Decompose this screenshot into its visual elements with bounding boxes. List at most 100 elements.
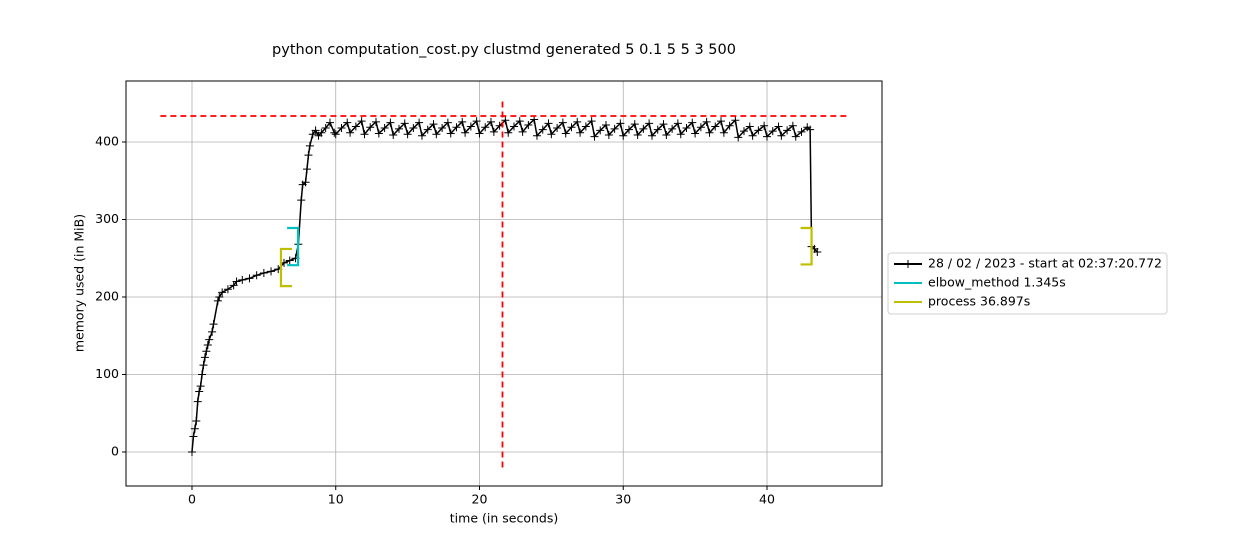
point-marker (400, 119, 409, 128)
point-marker (705, 128, 714, 137)
point-marker (676, 130, 685, 139)
point-marker (791, 132, 800, 141)
point-marker (813, 248, 822, 257)
point-marker (673, 119, 682, 128)
x-tick-label: 10 (328, 492, 344, 507)
point-marker (458, 117, 467, 126)
point-marker (630, 120, 639, 129)
point-marker (371, 117, 380, 126)
point-marker (380, 124, 389, 133)
point-marker (301, 178, 310, 187)
point-marker (653, 125, 662, 134)
point-marker (259, 268, 268, 277)
point-marker (719, 128, 728, 137)
y-tick-label: 400 (95, 133, 119, 148)
point-marker (343, 118, 352, 127)
y-tick-label: 300 (95, 211, 119, 226)
point-marker (331, 130, 340, 139)
point-marker (633, 131, 642, 140)
point-marker (486, 117, 495, 126)
point-marker (596, 126, 605, 135)
point-marker (325, 118, 334, 127)
legend: 28 / 02 / 2023 - start at 02:37:20.772 el… (887, 252, 1168, 315)
point-marker (195, 387, 204, 396)
point-marker (305, 141, 314, 150)
point-marker (357, 117, 366, 126)
point-marker (304, 151, 313, 160)
point-marker (538, 125, 547, 134)
point-marker (662, 131, 671, 140)
point-marker (561, 129, 570, 138)
point-marker (696, 123, 705, 132)
point-marker (518, 127, 527, 136)
point-marker (682, 124, 691, 133)
point-marker (532, 131, 541, 140)
point-marker (317, 128, 326, 137)
point-marker (754, 126, 763, 135)
point-marker (509, 122, 518, 131)
point-marker (218, 288, 227, 297)
point-marker (576, 128, 585, 137)
point-marker (446, 129, 455, 138)
point-marker (193, 397, 202, 406)
point-marker (760, 121, 769, 130)
point-marker (223, 285, 232, 294)
y-tick-label: 100 (95, 366, 119, 381)
point-marker (443, 118, 452, 127)
point-marker (544, 119, 553, 128)
point-marker (745, 122, 754, 131)
point-marker (711, 122, 720, 131)
point-marker (806, 125, 815, 134)
point-marker (189, 432, 198, 441)
point-marker (797, 127, 806, 136)
point-marker (267, 267, 276, 276)
point-marker (330, 128, 339, 137)
point-marker (610, 124, 619, 133)
point-marker (783, 126, 792, 135)
point-marker (624, 125, 633, 134)
legend-label: process 36.897s (928, 294, 1030, 309)
point-marker (203, 341, 212, 350)
point-marker (321, 124, 330, 133)
point-marker (739, 127, 748, 136)
point-marker (587, 117, 596, 126)
point-marker (285, 256, 294, 265)
point-marker (504, 128, 513, 137)
point-marker (788, 121, 797, 130)
x-tick-label: 20 (472, 492, 488, 507)
point-marker (438, 124, 447, 133)
y-axis-label: memory used (in MiB) (72, 214, 87, 352)
point-marker (337, 124, 346, 133)
point-marker (452, 123, 461, 132)
point-marker (196, 382, 205, 391)
point-marker (731, 116, 740, 125)
point-marker (668, 124, 677, 133)
point-marker (374, 129, 383, 138)
x-tick-label: 0 (188, 492, 196, 507)
point-marker (604, 131, 613, 140)
point-marker (716, 117, 725, 126)
point-marker (762, 132, 771, 141)
point-marker (734, 133, 743, 142)
point-marker (558, 118, 567, 127)
point-marker (199, 361, 208, 370)
point-marker (461, 128, 470, 137)
point-marker (702, 117, 711, 126)
point-marker (489, 127, 498, 136)
axes-frame (125, 80, 883, 487)
chart-title: python computation_cost.py clustmd gener… (272, 42, 736, 58)
point-marker (553, 124, 562, 133)
point-marker (187, 447, 196, 456)
point-marker (429, 120, 438, 129)
point-marker (725, 121, 734, 130)
point-marker (297, 196, 306, 205)
point-marker (311, 126, 320, 135)
point-marker (351, 122, 360, 131)
point-marker (209, 320, 218, 329)
point-marker (616, 119, 625, 128)
x-tick-label: 30 (615, 492, 631, 507)
point-marker (432, 130, 441, 139)
point-marker (547, 130, 556, 139)
point-marker (394, 124, 403, 133)
